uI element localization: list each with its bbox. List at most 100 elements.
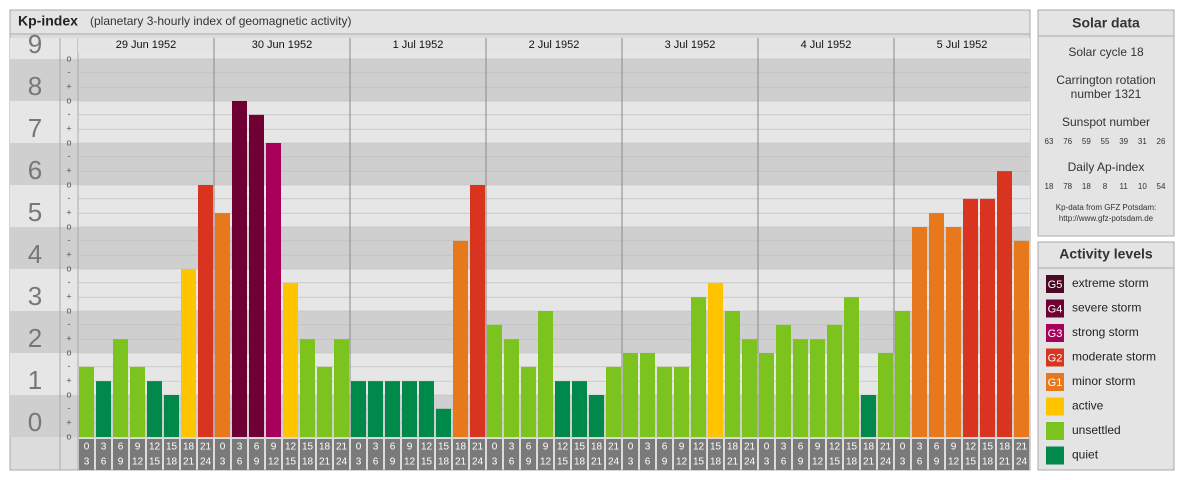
hour-end: 6	[509, 457, 515, 468]
source: http://www.gfz-potsdam.de	[1059, 214, 1154, 223]
hour-cell	[453, 439, 468, 470]
hour-cell	[929, 439, 944, 470]
y-minor-label: +	[66, 334, 71, 344]
legend-code: G1	[1048, 377, 1063, 389]
bar	[657, 366, 672, 437]
legend-swatch	[1046, 324, 1064, 342]
hour-start: 0	[84, 442, 90, 453]
hour-end: 9	[934, 457, 940, 468]
y-minor-label: o	[66, 431, 71, 441]
hour-end: 24	[744, 457, 756, 468]
hour-cell	[606, 439, 621, 470]
hour-start: 0	[492, 442, 498, 453]
hour-end: 3	[356, 457, 362, 468]
hour-end: 21	[727, 457, 739, 468]
hour-start: 15	[846, 442, 858, 453]
hour-end: 18	[574, 457, 586, 468]
legend-swatch	[1046, 348, 1064, 367]
band	[10, 311, 1030, 353]
hour-start: 21	[608, 442, 620, 453]
hour-cell	[215, 439, 230, 470]
hour-cell	[810, 439, 825, 470]
hour-end: 24	[880, 457, 892, 468]
legend-title: Activity levels	[1059, 246, 1153, 262]
band	[10, 143, 1030, 185]
hour-start: 0	[356, 442, 362, 453]
hour-cell	[521, 439, 536, 470]
bar	[249, 114, 264, 438]
hour-end: 3	[764, 457, 770, 468]
hour-end: 12	[404, 457, 416, 468]
y-tick-label: 2	[28, 323, 42, 353]
y-minor-label: +	[66, 166, 71, 176]
bar	[300, 339, 315, 437]
y-minor-label: +	[66, 376, 71, 386]
bar	[521, 366, 536, 437]
hour-end: 15	[285, 457, 297, 468]
bar	[487, 324, 502, 437]
bar	[640, 353, 655, 437]
hour-end: 18	[846, 457, 858, 468]
bar	[742, 339, 757, 437]
hour-end: 18	[166, 457, 178, 468]
hour-end: 9	[118, 457, 124, 468]
day-label: 4 Jul 1952	[801, 39, 852, 51]
band	[10, 269, 1030, 311]
y-minor-label: +	[66, 82, 71, 92]
hour-start: 18	[591, 442, 603, 453]
hour-cell	[844, 439, 859, 470]
hour-start: 9	[135, 442, 141, 453]
sunspot-value: 76	[1063, 137, 1072, 146]
y-tick-label: 0	[28, 407, 42, 437]
y-tick-label: 4	[28, 239, 42, 269]
hour-start: 3	[237, 442, 243, 453]
hour-end: 21	[319, 457, 331, 468]
bar	[164, 395, 179, 437]
hour-cell	[623, 439, 638, 470]
day-label: 1 Jul 1952	[393, 39, 444, 51]
hour-start: 9	[543, 442, 549, 453]
hour-end: 12	[676, 457, 688, 468]
legend-swatch	[1046, 299, 1064, 318]
hour-start: 0	[220, 442, 226, 453]
hour-end: 12	[540, 457, 552, 468]
y-tick-label: 9	[28, 29, 42, 59]
hour-start: 9	[271, 442, 277, 453]
bar	[96, 381, 111, 437]
band	[10, 101, 1030, 143]
bar	[1014, 240, 1029, 437]
legend-label: minor storm	[1072, 374, 1135, 388]
hour-cell	[759, 439, 774, 470]
legend-swatch	[1046, 373, 1064, 391]
hour-start: 18	[999, 442, 1011, 453]
bar	[997, 171, 1012, 437]
hour-cell	[878, 439, 893, 470]
hour-start: 0	[628, 442, 634, 453]
hour-end: 24	[1016, 457, 1028, 468]
legend-code: G5	[1048, 279, 1063, 291]
hour-cell	[708, 439, 723, 470]
legend-swatch	[1046, 422, 1064, 440]
hour-end: 6	[101, 457, 107, 468]
hour-end: 6	[781, 457, 787, 468]
hour-start: 6	[662, 442, 668, 453]
day-label: 29 Jun 1952	[116, 39, 177, 51]
legend-label: quiet	[1072, 448, 1099, 462]
hour-cell	[300, 439, 315, 470]
hour-end: 21	[183, 457, 195, 468]
hour-start: 6	[390, 442, 396, 453]
ap-value: 18	[1045, 182, 1054, 191]
hour-cell	[232, 439, 247, 470]
hour-cell	[912, 439, 927, 470]
band	[10, 395, 1030, 437]
hour-start: 12	[557, 442, 569, 453]
hour-start: 3	[509, 442, 515, 453]
hour-cell	[79, 439, 94, 470]
carrington: number 1321	[1071, 87, 1142, 101]
bar	[555, 381, 570, 437]
y-minor-label: +	[66, 292, 71, 302]
bar	[453, 240, 468, 437]
sunspot-value: 63	[1045, 137, 1054, 146]
ap-value: 78	[1063, 182, 1072, 191]
